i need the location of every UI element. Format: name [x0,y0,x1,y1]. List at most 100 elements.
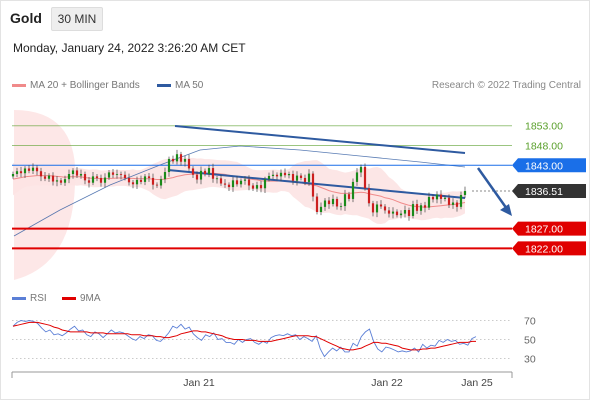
candle-body [151,177,155,185]
candle-body [415,204,419,211]
candle [443,195,447,202]
candle [19,166,23,178]
candle [171,155,175,164]
candle-body [251,185,255,189]
candle [343,189,347,211]
candle [303,174,307,186]
candle [275,172,279,181]
candle [371,200,375,217]
candle-body [107,172,111,178]
candle-body [315,196,319,212]
candle-body [299,175,303,178]
candle-body [103,177,107,183]
candle [355,168,359,186]
candle [143,174,147,186]
candle-body [199,170,203,180]
candle-body [223,183,227,185]
candle [107,170,111,180]
candle-body [79,174,83,176]
candle [167,156,171,177]
timeframe-button[interactable]: 30 MIN [51,7,103,31]
candle-body [287,174,291,176]
level-label-box-5 [512,241,586,256]
level-label-1: 1848.00 [525,141,563,153]
candle-body [259,185,263,189]
candle [455,200,459,212]
candle [31,163,35,174]
candle-body [211,168,215,179]
bollinger-bands-layer [12,110,466,280]
candle-body [439,194,443,199]
time-axis: Jan 21 Jan 22 Jan 25 [11,371,513,389]
bollinger-band-fill [13,157,465,224]
candle [431,194,435,203]
candle [459,191,463,210]
candle [259,180,263,193]
level-label-3: 1836.51 [512,183,586,198]
candle [379,200,383,209]
candle-body [207,168,211,174]
candle [231,176,235,192]
candle-body [131,182,135,185]
candle-body [11,174,15,177]
candle-body [115,174,119,175]
candle [283,168,287,178]
candle-body [163,172,167,180]
candle-body [459,194,463,207]
candle [383,204,387,214]
candle-body [379,204,383,207]
timestamp: Monday, January 24, 2022 3:26:20 AM CET [13,41,246,55]
candle-body [271,174,275,176]
candle-body [135,179,139,185]
candle [203,168,207,177]
candle [99,174,103,187]
candle [27,165,31,174]
candle-body [55,180,59,182]
candle [263,176,267,193]
candle [219,174,223,186]
candle-body [71,170,75,174]
candle-body [395,211,399,216]
candle [327,197,331,209]
candle-body [403,210,407,214]
candle [23,166,27,178]
level-label-text-1: 1848.00 [525,141,563,153]
candle-body [431,196,435,200]
level-label-text-2: 1843.00 [525,160,563,172]
candle [287,171,291,179]
candle-body [179,154,183,162]
legend-ma50-swatch [157,83,171,87]
candle [115,169,119,179]
candle-body [455,202,459,207]
level-labels-layer: 1853.00 1848.00 1843.00 1836.51 1827.00 1822.… [512,121,586,256]
candle-body [47,175,51,179]
candle-body [139,179,143,182]
candle [191,166,195,178]
candle-body [27,168,31,171]
instrument-title: Gold [10,10,42,26]
level-label-0: 1853.00 [525,121,563,133]
candle-body [355,172,359,182]
candle-body [275,174,279,177]
candle-body [175,154,179,162]
candle [215,175,219,184]
candle [271,170,275,180]
candle [451,198,455,209]
candle-body [399,213,403,216]
candle [435,191,439,204]
candle-body [247,179,251,186]
candle [71,168,75,179]
candle [43,172,47,182]
candle [255,181,259,192]
level-label-text-0: 1853.00 [525,121,563,133]
trend-channel-layer [167,125,512,216]
legend-ma20: MA 20 + Bollinger Bands [12,80,140,91]
candle-body [391,211,395,214]
candle-body [331,198,335,205]
candle [111,169,115,178]
candle-body [239,180,243,185]
candle-body [343,194,347,207]
candle-body [51,175,55,182]
candle [35,165,39,176]
level-label-text-3: 1836.51 [525,186,563,198]
